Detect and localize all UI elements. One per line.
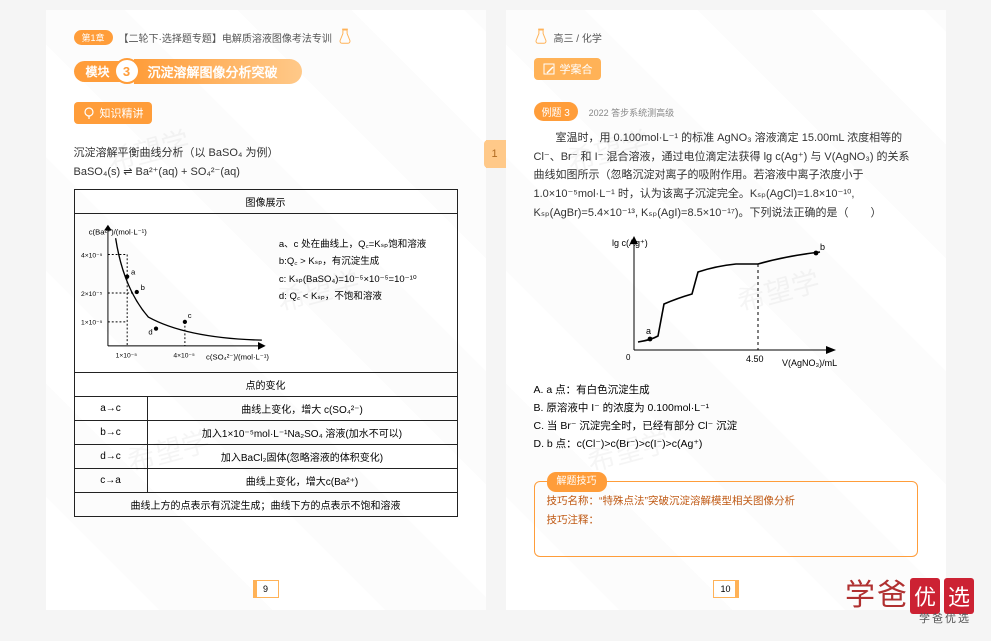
svg-text:1×10⁻⁵: 1×10⁻⁵ [81, 320, 103, 327]
intro-line-1: 沉淀溶解平衡曲线分析（以 BaSO₄ 为例） [74, 144, 458, 163]
table-row: a→c曲线上变化，增大 c(SO₄²⁻) [74, 397, 457, 421]
option-b: B. 原溶液中 I⁻ 的浓度为 0.100mol·L⁻¹ [534, 400, 918, 415]
table-footer: 曲线上方的点表示有沉淀生成；曲线下方的点表示不饱和溶液 [74, 493, 457, 517]
page-left: 希望学 希望学 希望学 第1章 【二轮下·选择题专题】电解质溶液图像考法专训 模… [46, 10, 486, 610]
skill-label: 解题技巧 [547, 472, 607, 492]
module-number: 3 [114, 58, 140, 84]
page-right: 希望学 希望学 希望学 高三 / 化学 学案合 例题 3 2022 答步系统测高… [506, 10, 946, 610]
chart-annotations: a、c 处在曲线上，Q꜀=Kₛₚ饱和溶液 b:Q꜀ > Kₛₚ，有沉淀生成 c:… [279, 218, 451, 304]
practice-tag: 学案合 [534, 58, 601, 80]
problem-text: 室温时，用 0.100mol·L⁻¹ 的标准 AgNO₃ 溶液滴定 15.00m… [534, 129, 918, 222]
table-header-graph: 图像展示 [74, 190, 457, 214]
knowledge-tag-text: 知识精讲 [100, 105, 144, 121]
table-row: b→c加入1×10⁻⁵mol·L⁻¹Na₂SO₄ 溶液(加水不可以) [74, 421, 457, 445]
x-axis-label: c(SO₄²⁻)/(mol·L⁻¹) [206, 353, 269, 362]
page-number: 10 [713, 580, 739, 598]
intro-line-2: BaSO₄(s) ⇌ Ba²⁺(aq) + SO₄²⁻(aq) [74, 163, 458, 182]
skill-box: 解题技巧 技巧名称：“特殊点法”突破沉淀溶解模型相关图像分析 技巧注释： [534, 481, 918, 557]
answer-options: A. a 点：有白色沉淀生成 B. 原溶液中 I⁻ 的浓度为 0.100mol·… [534, 382, 918, 451]
titration-curve-chart: lg c(Ag⁺) V(AgNO₃)/mL 0 4.50 a b [606, 232, 846, 372]
solubility-curve-chart: c(Ba²⁺)/(mol·L⁻¹) c(SO₄²⁻)/(mol·L⁻¹) 4×1… [81, 218, 273, 368]
side-tab-left: 1 [484, 140, 506, 168]
y-axis-label: c(Ba²⁺)/(mol·L⁻¹) [88, 228, 147, 237]
module-title: 沉淀溶解图像分析突破 [134, 59, 302, 84]
chapter-text: 【二轮下·选择题专题】电解质溶液图像考法专训 [119, 30, 332, 45]
svg-text:0: 0 [626, 353, 631, 362]
table-header-changes: 点的变化 [74, 373, 457, 397]
svg-text:V(AgNO₃)/mL: V(AgNO₃)/mL [782, 358, 837, 368]
svg-text:d: d [148, 328, 152, 337]
svg-text:2×10⁻⁵: 2×10⁻⁵ [81, 291, 103, 298]
grade-subject: 高三 / 化学 [554, 30, 602, 45]
module-label: 模块 [74, 61, 120, 82]
brand-logo: 学 爸 优 选 学爸优选 [845, 570, 975, 614]
module-header: 模块 3 沉淀溶解图像分析突破 [74, 58, 458, 84]
svg-text:4×10⁻⁵: 4×10⁻⁵ [173, 353, 195, 360]
chapter-header: 第1章 【二轮下·选择题专题】电解质溶液图像考法专训 [74, 28, 458, 46]
svg-text:c: c [187, 311, 191, 320]
flask-icon [534, 28, 548, 46]
example-badge: 例题 3 [534, 102, 578, 121]
content-table: 图像展示 c(Ba²⁺)/(mol·L⁻¹) c(SO₄²⁻)/(mol·L⁻¹… [74, 189, 458, 517]
svg-text:lg c(Ag⁺): lg c(Ag⁺) [612, 238, 648, 248]
knowledge-tag: 知识精讲 [74, 102, 152, 124]
pencil-icon [542, 62, 556, 76]
option-a: A. a 点：有白色沉淀生成 [534, 382, 918, 397]
table-row: c→a曲线上变化，增大c(Ba²⁺) [74, 469, 457, 493]
bulb-icon [82, 106, 96, 120]
example-header: 例题 3 2022 答步系统测高级 [534, 102, 918, 121]
option-d: D. b 点：c(Cl⁻)>c(Br⁻)>c(I⁻)>c(Ag⁺) [534, 436, 918, 451]
skill-line-2: 技巧注释： [547, 511, 905, 530]
chart-cell: c(Ba²⁺)/(mol·L⁻¹) c(SO₄²⁻)/(mol·L⁻¹) 4×1… [74, 214, 457, 373]
svg-text:4×10⁻⁵: 4×10⁻⁵ [81, 253, 103, 260]
svg-text:1×10⁻⁵: 1×10⁻⁵ [115, 353, 137, 360]
example-source: 2022 答步系统测高级 [589, 108, 675, 118]
svg-text:a: a [646, 326, 651, 336]
flask-icon [338, 28, 352, 46]
chapter-pill: 第1章 [74, 30, 113, 45]
page-number: 9 [253, 580, 279, 598]
option-c: C. 当 Br⁻ 沉淀完全时，已经有部分 Cl⁻ 沉淀 [534, 418, 918, 433]
svg-text:b: b [820, 242, 825, 252]
svg-text:b: b [140, 283, 144, 292]
svg-text:4.50: 4.50 [746, 354, 764, 364]
titration-graph: lg c(Ag⁺) V(AgNO₃)/mL 0 4.50 a b [534, 232, 918, 372]
table-row: d→c加入BaCl₂固体(忽略溶液的体积变化) [74, 445, 457, 469]
skill-line-1: 技巧名称：“特殊点法”突破沉淀溶解模型相关图像分析 [547, 492, 905, 511]
svg-text:a: a [131, 268, 136, 277]
page-right-header: 高三 / 化学 [534, 28, 918, 46]
practice-tag-text: 学案合 [560, 61, 593, 77]
